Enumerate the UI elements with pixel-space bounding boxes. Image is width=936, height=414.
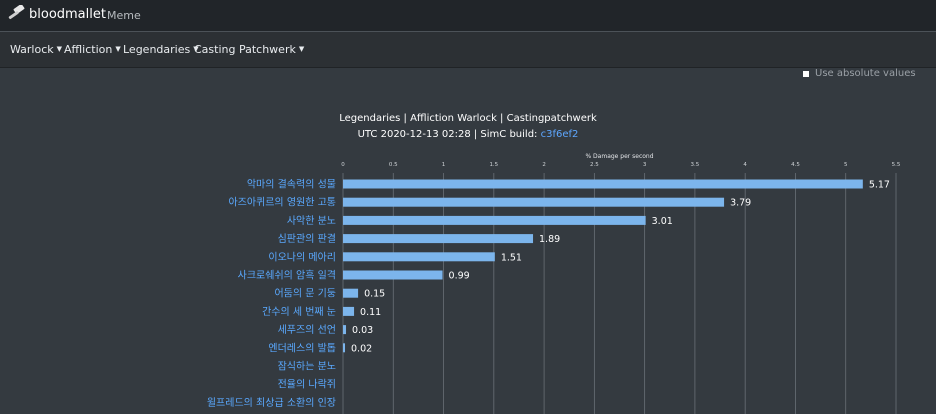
category-label[interactable]: 전율의 나락쥐 (278, 379, 336, 391)
nav-dropdown-fight-style-label: Casting Patchwerk (194, 43, 296, 56)
bar-value-label: 0.99 (449, 271, 470, 282)
x-tick-label: 4 (743, 162, 747, 168)
x-tick-label: 2 (542, 162, 546, 168)
gavel-icon[interactable] (7, 5, 27, 23)
bar[interactable] (343, 325, 347, 335)
chart-grid (342, 173, 897, 414)
category-label[interactable]: 사크로쉐쉬의 암흑 일격 (238, 269, 336, 282)
bar[interactable] (343, 197, 725, 207)
x-tick-label: 4.5 (791, 162, 800, 168)
x-tick-label: 2.5 (590, 162, 599, 168)
category-label[interactable]: 잠식하는 분노 (278, 360, 336, 373)
nav-dropdown-data-type[interactable]: Legendaries ▼ (123, 43, 199, 56)
bar[interactable] (343, 306, 355, 316)
x-axis-title: % Damage per second (585, 153, 653, 160)
bar-value-label: 3.79 (730, 198, 751, 209)
nav-dropdown-spec[interactable]: Affliction ▼ (64, 43, 121, 56)
chart-subtitle: UTC 2020-12-13 02:28 | SimC build: c3f6e… (0, 129, 936, 140)
bar-value-label: 0.11 (360, 307, 381, 318)
x-tick-label: 1 (442, 162, 446, 168)
category-label[interactable]: 어둠의 문 기둥 (274, 288, 336, 300)
top-navbar: bloodmallet Meme (0, 0, 936, 32)
absolute-values-label: Use absolute values (815, 68, 916, 79)
bar-value-label: 0.15 (364, 289, 385, 300)
x-tick-label: 0 (341, 162, 345, 168)
bar[interactable] (343, 343, 346, 353)
category-label[interactable]: 사악한 분노 (287, 215, 336, 227)
chevron-down-icon: ▼ (56, 45, 63, 53)
bars: 5.17 3.79 3.01 1.89 1.51 0.99 0.15 0.11 0.03 0.02 (343, 179, 890, 354)
category-label[interactable]: 세푸즈의 선언 (278, 324, 336, 336)
bar-value-label: 3.01 (652, 216, 673, 227)
category-label[interactable]: 심판관의 판결 (278, 233, 336, 245)
x-tick-label: 5.5 (892, 162, 901, 168)
x-axis-ticks: 0 0.5 1 1.5 2 2.5 3 3.5 4 4.5 5 5.5 (341, 162, 901, 168)
category-label[interactable]: 이오나의 메아리 (268, 251, 336, 263)
bar[interactable] (343, 270, 443, 280)
meme-link[interactable]: Meme (107, 9, 141, 22)
bar-value-label: 1.51 (501, 252, 522, 263)
bar-value-label: 5.17 (869, 180, 890, 191)
nav-dropdown-class[interactable]: Warlock ▼ (10, 43, 62, 56)
bar[interactable] (343, 252, 495, 262)
simc-build-link[interactable]: c3f6ef2 (540, 129, 579, 140)
nav-dropdown-spec-label: Affliction (64, 43, 113, 56)
absolute-values-toggle[interactable]: Use absolute values (803, 68, 916, 79)
selection-navbar: Warlock ▼ Affliction ▼ Legendaries ▼ Castin… (0, 32, 936, 68)
bar[interactable] (343, 288, 359, 298)
x-tick-label: 0.5 (389, 162, 398, 168)
category-label[interactable]: 엔더레스의 발톱 (268, 342, 336, 354)
bar[interactable] (343, 234, 534, 244)
category-label[interactable]: 간수의 세 번째 눈 (262, 306, 336, 318)
chart-title: Legendaries | Affliction Warlock | Casti… (339, 113, 597, 124)
bar[interactable] (343, 179, 863, 189)
chart-subtitle-text: UTC 2020-12-13 02:28 | SimC build: (357, 129, 541, 140)
x-tick-label: 5 (844, 162, 848, 168)
x-tick-label: 1.5 (489, 162, 498, 168)
x-tick-label: 3.5 (691, 162, 700, 168)
nav-dropdown-data-type-label: Legendaries (123, 43, 191, 56)
bar-value-label: 0.03 (352, 325, 373, 336)
bar-value-label: 0.02 (351, 343, 372, 354)
brand-name[interactable]: bloodmallet (29, 7, 106, 22)
nav-dropdown-fight-style[interactable]: Casting Patchwerk ▼ (194, 43, 304, 56)
chevron-down-icon: ▼ (298, 45, 305, 53)
bar[interactable] (343, 215, 646, 225)
x-tick-label: 3 (643, 162, 647, 168)
nav-dropdown-class-label: Warlock (10, 43, 54, 56)
category-label[interactable]: 아즈아퀴르의 영원한 고통 (228, 197, 336, 209)
bar-value-label: 1.89 (539, 234, 560, 245)
chevron-down-icon: ▼ (193, 45, 199, 53)
category-label[interactable]: 악마의 결속력의 성물 (247, 179, 336, 191)
chevron-down-icon: ▼ (115, 45, 121, 53)
absolute-values-checkbox[interactable] (803, 70, 809, 77)
category-label[interactable]: 윌프레드의 최상급 소환의 인장 (207, 397, 336, 409)
